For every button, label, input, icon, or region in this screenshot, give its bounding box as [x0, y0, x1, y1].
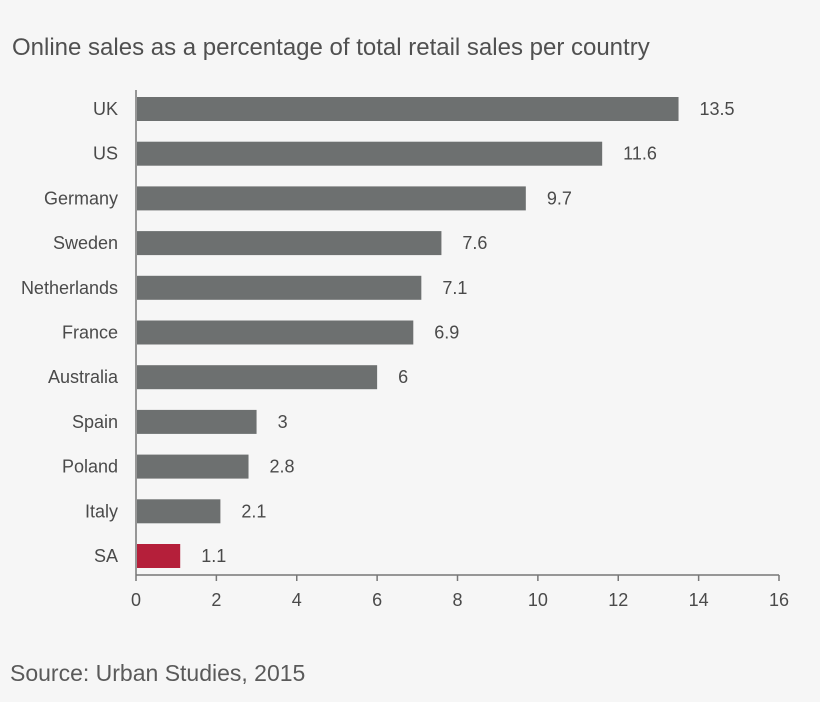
category-label: SA [94, 546, 118, 566]
data-label: 6 [398, 367, 408, 387]
data-label: 7.6 [462, 233, 487, 253]
category-label: Netherlands [21, 278, 118, 298]
x-tick-label: 16 [769, 590, 789, 610]
data-label: 13.5 [700, 99, 735, 119]
x-tick-label: 0 [131, 590, 141, 610]
data-label: 3 [278, 412, 288, 432]
data-label: 6.9 [434, 323, 459, 343]
category-label: Spain [72, 412, 118, 432]
data-label: 1.1 [201, 546, 226, 566]
x-tick-label: 2 [211, 590, 221, 610]
bar [137, 320, 414, 345]
x-tick-label: 14 [689, 590, 709, 610]
data-label: 2.8 [270, 457, 295, 477]
data-label: 9.7 [547, 188, 572, 208]
bar [137, 454, 249, 479]
category-label: Italy [85, 501, 118, 521]
source-note: Source: Urban Studies, 2015 [10, 660, 306, 686]
x-tick-label: 10 [528, 590, 548, 610]
category-label: US [93, 144, 118, 164]
x-tick-label: 8 [452, 590, 462, 610]
bar [137, 499, 221, 524]
category-label: UK [93, 99, 118, 119]
chart-title: Online sales as a percentage of total re… [12, 34, 650, 61]
category-label: France [62, 323, 118, 343]
bar [137, 275, 422, 300]
bar [137, 365, 378, 390]
data-label: 7.1 [442, 278, 467, 298]
category-label: Sweden [53, 233, 118, 253]
bar-chart: 0 2 4 6 8 10 12 14 16 UK 13.5 US 11.6 Germany 9.7 Swede… [21, 90, 789, 610]
bar [137, 409, 257, 434]
bar [137, 544, 181, 568]
bar [137, 97, 679, 121]
x-tick-label: 6 [372, 590, 382, 610]
bar [137, 231, 442, 256]
category-label: Poland [62, 457, 118, 477]
bar [137, 141, 603, 166]
data-label: 2.1 [241, 501, 266, 521]
data-label: 11.6 [623, 144, 657, 164]
bar [137, 186, 526, 211]
x-tick-label: 4 [292, 590, 302, 610]
x-tick-label: 12 [608, 590, 628, 610]
category-label: Australia [48, 367, 119, 387]
category-label: Germany [44, 188, 118, 208]
